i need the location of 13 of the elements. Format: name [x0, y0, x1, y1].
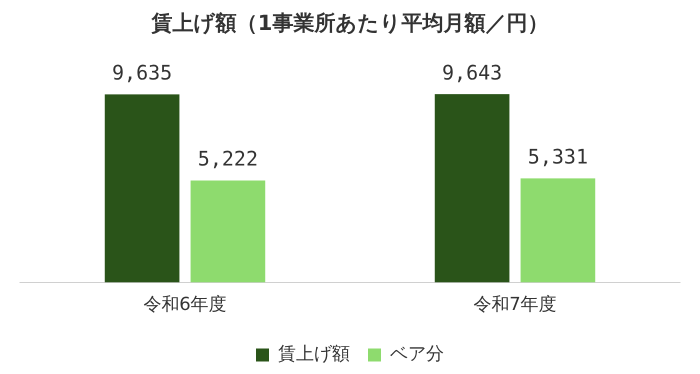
x-tick-label: 令和7年度 [473, 294, 557, 315]
bar [104, 94, 180, 282]
data-label: 9,643 [442, 60, 502, 84]
x-tick-label: 令和6年度 [143, 294, 227, 315]
data-label: 5,222 [198, 146, 258, 171]
bar [434, 94, 510, 282]
legend-label: ベア分 [390, 344, 444, 365]
data-label: 5,331 [528, 144, 588, 169]
legend-label: 賃上げ額 [278, 344, 350, 365]
bar [190, 180, 266, 282]
data-label: 9,635 [112, 60, 172, 85]
chart-title: 賃上げ額（1事業所あたり平均月額／円） [150, 11, 548, 36]
bar [520, 178, 596, 282]
